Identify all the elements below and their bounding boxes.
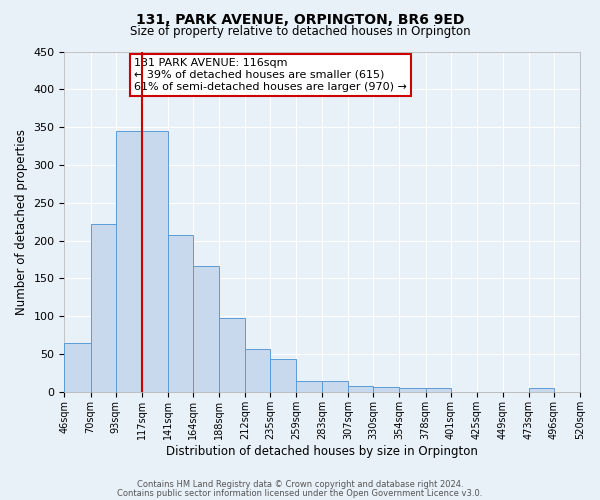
Bar [529, 388, 554, 392]
Bar [373, 388, 400, 392]
Bar [116, 131, 142, 392]
Text: Contains public sector information licensed under the Open Government Licence v3: Contains public sector information licen… [118, 488, 482, 498]
Bar [168, 234, 193, 392]
Text: 131 PARK AVENUE: 116sqm
← 39% of detached houses are smaller (615)
61% of semi-d: 131 PARK AVENUE: 116sqm ← 39% of detache… [134, 58, 407, 92]
Bar [349, 386, 373, 392]
Bar [400, 388, 425, 392]
Bar [193, 266, 219, 392]
Bar [64, 343, 91, 392]
Bar [219, 318, 245, 392]
Bar [296, 380, 322, 392]
Bar [425, 388, 451, 392]
X-axis label: Distribution of detached houses by size in Orpington: Distribution of detached houses by size … [166, 444, 478, 458]
Bar [142, 131, 168, 392]
Bar [322, 382, 349, 392]
Text: 131, PARK AVENUE, ORPINGTON, BR6 9ED: 131, PARK AVENUE, ORPINGTON, BR6 9ED [136, 12, 464, 26]
Bar [245, 349, 270, 392]
Text: Size of property relative to detached houses in Orpington: Size of property relative to detached ho… [130, 25, 470, 38]
Y-axis label: Number of detached properties: Number of detached properties [15, 128, 28, 314]
Bar [91, 224, 116, 392]
Text: Contains HM Land Registry data © Crown copyright and database right 2024.: Contains HM Land Registry data © Crown c… [137, 480, 463, 489]
Bar [270, 360, 296, 392]
